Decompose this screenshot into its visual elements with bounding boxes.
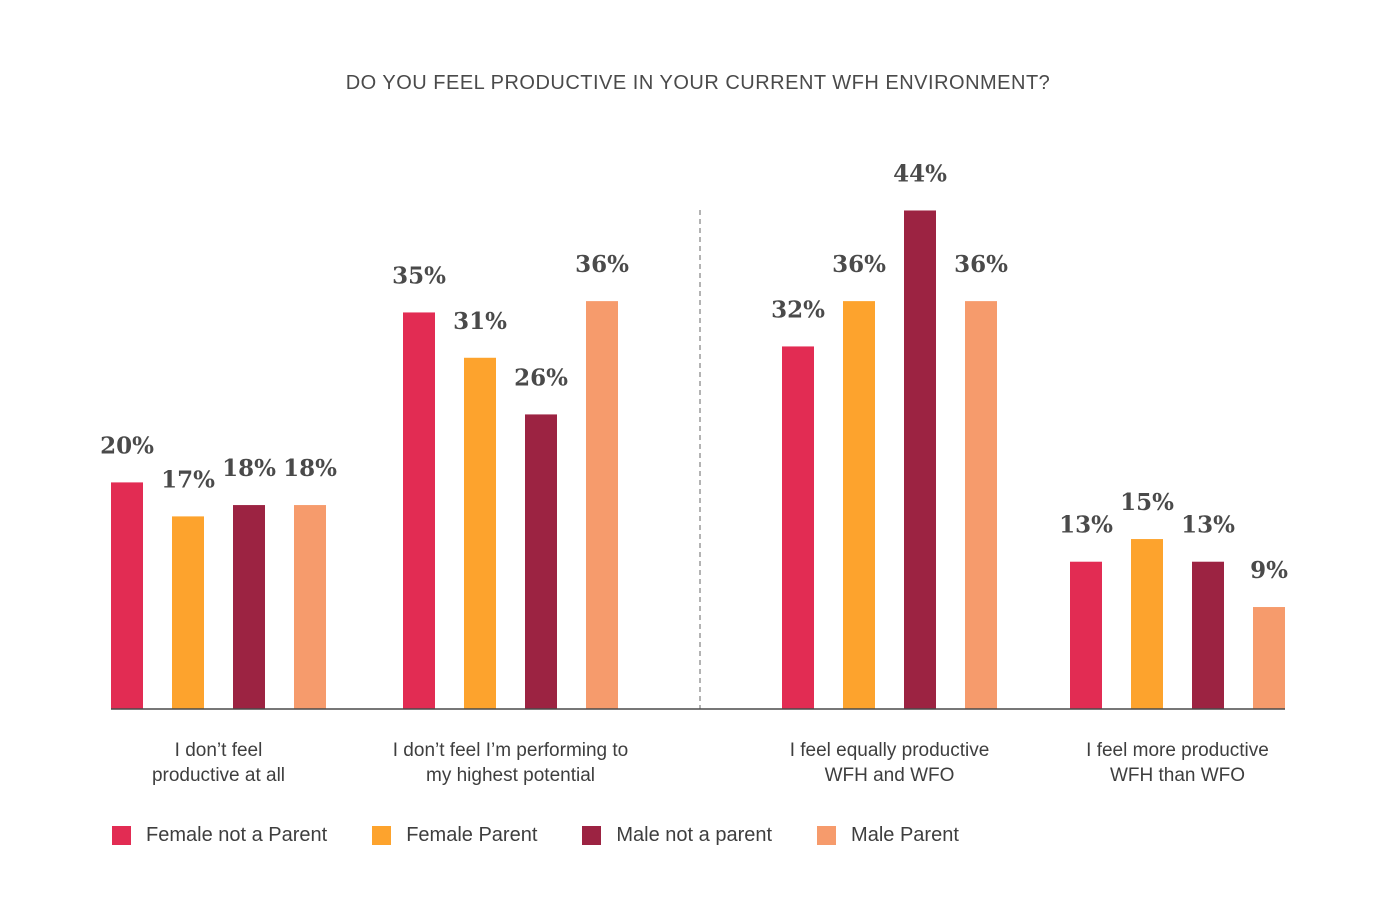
legend-label: Female Parent	[406, 823, 538, 846]
data-label: 36%	[832, 251, 886, 278]
data-label: 17%	[161, 466, 215, 493]
bar	[782, 346, 814, 709]
data-label: 13%	[1181, 512, 1235, 539]
legend-item: Male Parent	[817, 824, 959, 847]
category-label: I don’t feel I’m performing to	[393, 740, 629, 761]
legend-swatch	[582, 825, 602, 845]
legend-item: Male not a parent	[582, 824, 772, 847]
bar	[965, 301, 997, 709]
data-label: 15%	[1120, 489, 1174, 516]
bar	[1070, 561, 1102, 709]
bar	[294, 505, 326, 709]
bar	[1253, 607, 1285, 709]
category-label: productive at all	[152, 765, 285, 786]
legend-swatch	[372, 825, 392, 845]
bar	[904, 210, 936, 710]
legend-swatch	[817, 825, 837, 845]
legend: Female not a Parent Female Parent Male not…	[112, 822, 959, 848]
bar	[403, 312, 435, 709]
category-label: I feel equally productive	[790, 740, 990, 761]
data-label: 35%	[392, 262, 446, 289]
bar	[172, 516, 204, 709]
bar	[464, 357, 496, 709]
bar	[1192, 561, 1224, 709]
bar	[233, 505, 265, 709]
chart-title: DO YOU FEEL PRODUCTIVE IN YOUR CURRENT W…	[345, 72, 1051, 94]
category-label: WFH than WFO	[1110, 765, 1245, 786]
bar	[843, 301, 875, 709]
legend-label: Male Parent	[851, 823, 959, 846]
data-label: 36%	[575, 251, 629, 278]
category-label: I don’t feel	[175, 740, 263, 761]
legend-label: Female not a Parent	[146, 823, 328, 846]
data-label: 20%	[100, 432, 154, 459]
bar	[586, 301, 618, 709]
bar	[1131, 539, 1163, 709]
data-label: 18%	[222, 455, 276, 482]
legend-item: Female Parent	[372, 824, 537, 847]
data-label: 44%	[893, 160, 947, 187]
data-label: 31%	[453, 308, 507, 335]
category-label: my highest potential	[426, 765, 595, 786]
data-label: 13%	[1059, 512, 1113, 539]
bar	[111, 482, 143, 709]
data-label: 36%	[954, 251, 1008, 278]
bar	[525, 414, 557, 709]
data-label: 26%	[514, 364, 568, 391]
legend-swatch	[112, 825, 131, 845]
data-label: 18%	[283, 455, 337, 482]
data-label: 32%	[771, 296, 825, 323]
category-label: WFH and WFO	[825, 765, 955, 786]
data-label: 9%	[1250, 557, 1288, 584]
legend-label: Male not a parent	[616, 823, 773, 846]
category-label: I feel more productive	[1086, 740, 1269, 761]
legend-item: Female not a Parent	[112, 824, 327, 847]
